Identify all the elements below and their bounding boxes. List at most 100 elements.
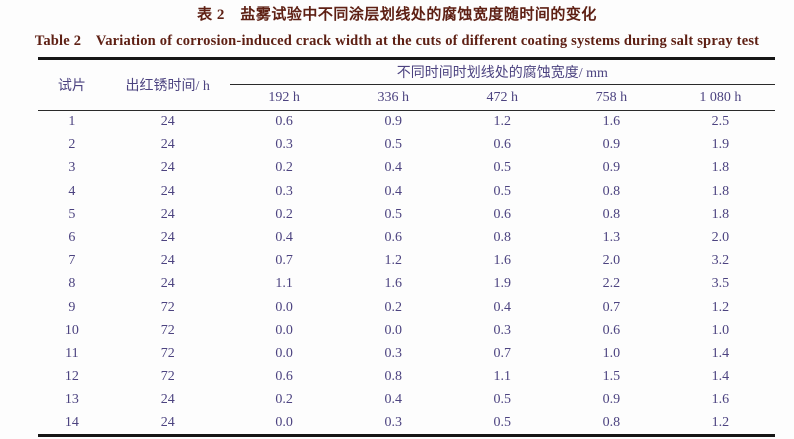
table-row: 2 24 0.3 0.5 0.6 0.9 1.9 xyxy=(38,134,775,157)
width-value-cell: 1.2 xyxy=(493,114,512,130)
width-value-cell: 0.7 xyxy=(493,345,512,361)
width-value-cell: 0.5 xyxy=(493,160,512,176)
width-value-cell: 2.2 xyxy=(602,276,621,292)
rust-time-cell: 24 xyxy=(160,114,175,130)
table-body: 1 24 0.6 0.9 1.2 1.6 2.5 2 24 0.3 0.5 0.… xyxy=(38,111,775,436)
time-header-472h: 472 h xyxy=(447,84,557,111)
width-value-cell: 0.4 xyxy=(384,160,402,176)
width-value-cell: 1.8 xyxy=(711,183,730,199)
width-value-cell: 0.6 xyxy=(602,322,621,338)
width-value-cell: 1.1 xyxy=(493,369,512,385)
table-row: 4 24 0.3 0.4 0.5 0.8 1.8 xyxy=(38,180,775,203)
width-value-cell: 1.2 xyxy=(711,299,730,315)
width-value-cell: 1.1 xyxy=(275,276,293,292)
specimen-id-cell: 14 xyxy=(64,414,79,430)
specimen-id-cell: 3 xyxy=(68,160,76,176)
width-value-cell: 0.3 xyxy=(275,137,293,153)
rust-time-cell: 72 xyxy=(160,299,175,315)
table-row: 10 72 0.0 0.0 0.3 0.6 1.0 xyxy=(38,319,775,342)
specimen-id-cell: 5 xyxy=(68,206,76,222)
table-row: 13 24 0.2 0.4 0.5 0.9 1.6 xyxy=(38,389,775,412)
width-value-cell: 0.2 xyxy=(275,206,293,222)
width-value-cell: 1.8 xyxy=(711,160,730,176)
table-row: 11 72 0.0 0.3 0.7 1.0 1.4 xyxy=(38,342,775,365)
specimen-id-cell: 10 xyxy=(64,322,79,338)
width-value-cell: 0.4 xyxy=(384,183,402,199)
width-value-cell: 0.5 xyxy=(384,206,402,222)
time-header-758h: 758 h xyxy=(556,84,666,111)
width-value-cell: 0.5 xyxy=(493,414,512,430)
width-value-cell: 0.0 xyxy=(275,345,293,361)
corrosion-width-span-header: 不同时间时划线处的腐蚀宽度/ mm xyxy=(229,58,775,85)
header-row-top: 试片 出红锈时间/ h 不同时间时划线处的腐蚀宽度/ mm xyxy=(38,58,775,111)
width-value-cell: 1.4 xyxy=(711,345,730,361)
table-row: 7 24 0.7 1.2 1.6 2.0 3.2 xyxy=(38,250,775,273)
width-value-cell: 0.6 xyxy=(275,114,293,130)
width-value-cell: 0.2 xyxy=(275,392,293,408)
rust-time-cell: 24 xyxy=(160,183,175,199)
width-value-cell: 1.0 xyxy=(711,322,730,338)
specimen-column-header: 试片 xyxy=(38,58,106,111)
rust-time-cell: 24 xyxy=(160,230,175,246)
width-value-cell: 1.8 xyxy=(711,206,730,222)
width-value-cell: 0.9 xyxy=(602,160,621,176)
table-row: 6 24 0.4 0.6 0.8 1.3 2.0 xyxy=(38,226,775,249)
time-header-192h: 192 h xyxy=(229,84,339,111)
width-value-cell: 0.8 xyxy=(384,369,402,385)
width-value-cell: 0.7 xyxy=(602,299,621,315)
specimen-id-cell: 12 xyxy=(64,369,79,385)
table-row: 9 72 0.0 0.2 0.4 0.7 1.2 xyxy=(38,296,775,319)
table-row: 12 72 0.6 0.8 1.1 1.5 1.4 xyxy=(38,366,775,389)
width-value-cell: 0.0 xyxy=(275,322,293,338)
width-value-cell: 0.0 xyxy=(384,322,402,338)
width-value-cell: 1.9 xyxy=(711,137,730,153)
rust-time-column-header: 出红锈时间/ h xyxy=(105,58,230,111)
width-value-cell: 1.0 xyxy=(602,345,621,361)
width-value-cell: 0.3 xyxy=(275,183,293,199)
width-value-cell: 0.4 xyxy=(384,392,402,408)
rust-time-cell: 24 xyxy=(160,206,175,222)
table-row: 5 24 0.2 0.5 0.6 0.8 1.8 xyxy=(38,203,775,226)
specimen-id-cell: 2 xyxy=(68,137,76,153)
rust-time-cell: 24 xyxy=(160,392,175,408)
width-value-cell: 0.3 xyxy=(384,414,402,430)
specimen-id-cell: 6 xyxy=(68,230,76,246)
width-value-cell: 0.8 xyxy=(602,183,621,199)
width-value-cell: 0.2 xyxy=(384,299,402,315)
width-value-cell: 0.6 xyxy=(384,230,402,246)
width-value-cell: 1.2 xyxy=(711,414,730,430)
width-value-cell: 2.5 xyxy=(711,114,730,130)
width-value-cell: 0.8 xyxy=(602,414,621,430)
width-value-cell: 1.2 xyxy=(384,253,402,269)
width-value-cell: 0.7 xyxy=(275,253,293,269)
table-row: 3 24 0.2 0.4 0.5 0.9 1.8 xyxy=(38,157,775,180)
width-value-cell: 0.0 xyxy=(275,299,293,315)
width-value-cell: 3.5 xyxy=(711,276,730,292)
width-value-cell: 0.8 xyxy=(493,230,512,246)
width-value-cell: 1.6 xyxy=(711,392,730,408)
width-value-cell: 0.6 xyxy=(493,206,512,222)
table-header: 试片 出红锈时间/ h 不同时间时划线处的腐蚀宽度/ mm 192 h 336 … xyxy=(38,58,775,111)
table-title-en: Table 2 Variation of corrosion-induced c… xyxy=(34,33,760,49)
width-value-cell: 1.4 xyxy=(711,369,730,385)
width-value-cell: 0.5 xyxy=(384,137,402,153)
width-value-cell: 0.8 xyxy=(602,206,621,222)
time-header-1080h: 1 080 h xyxy=(665,84,775,111)
width-value-cell: 0.4 xyxy=(493,299,512,315)
width-value-cell: 3.2 xyxy=(711,253,730,269)
width-value-cell: 1.6 xyxy=(384,276,402,292)
table-title-cn: 表 2 盐雾试验中不同涂层划线处的腐蚀宽度随时间的变化 xyxy=(197,7,597,23)
width-value-cell: 1.3 xyxy=(602,230,621,246)
rust-time-cell: 24 xyxy=(160,137,175,153)
width-value-cell: 0.5 xyxy=(493,183,512,199)
rust-time-cell: 24 xyxy=(160,276,175,292)
table-caption: 表 2 盐雾试验中不同涂层划线处的腐蚀宽度随时间的变化 Table 2 Vari… xyxy=(0,3,794,50)
width-value-cell: 0.9 xyxy=(602,392,621,408)
width-value-cell: 2.0 xyxy=(711,230,730,246)
width-value-cell: 0.0 xyxy=(275,414,293,430)
width-value-cell: 1.9 xyxy=(493,276,512,292)
width-value-cell: 0.6 xyxy=(493,137,512,153)
specimen-id-cell: 11 xyxy=(65,345,79,361)
corrosion-width-table: 试片 出红锈时间/ h 不同时间时划线处的腐蚀宽度/ mm 192 h 336 … xyxy=(38,57,775,437)
width-value-cell: 0.3 xyxy=(493,322,512,338)
